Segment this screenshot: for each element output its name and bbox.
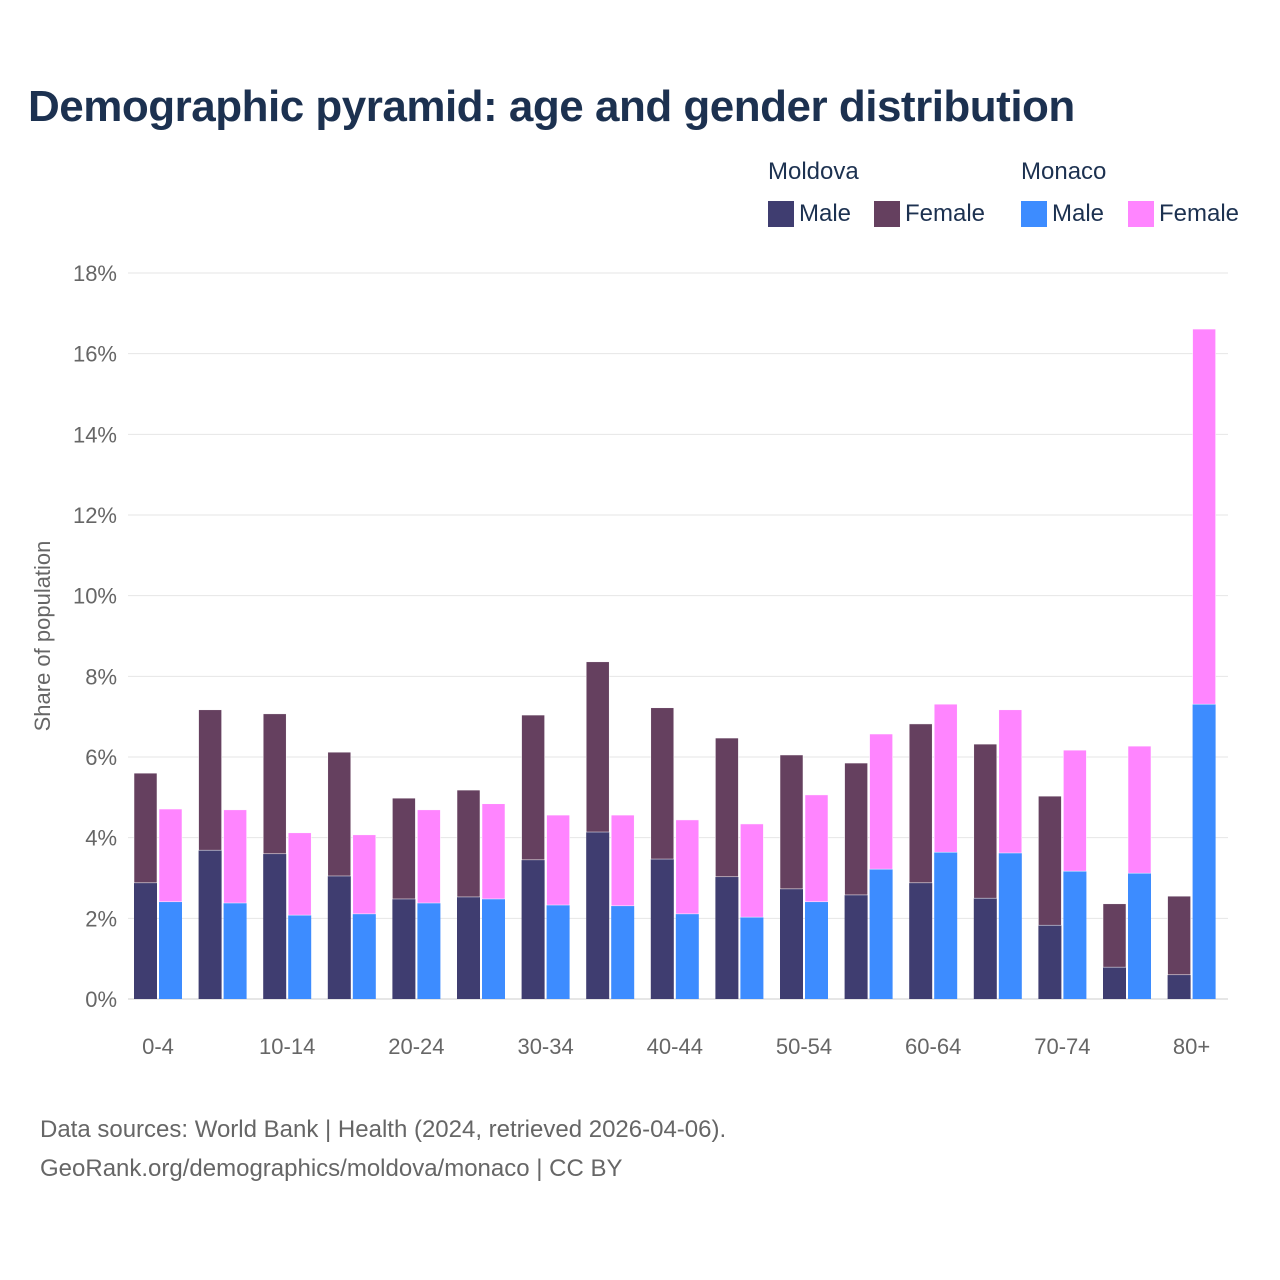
y-tick-label: 2%: [85, 906, 117, 931]
x-tick-label: 80+: [1173, 1034, 1210, 1059]
source-line-1: Data sources: World Bank | Health (2024,…: [40, 1116, 727, 1143]
y-tick-label: 8%: [85, 664, 117, 689]
bar-monaco-male: [675, 913, 699, 999]
y-axis-label: Share of population: [30, 541, 55, 732]
bar-monaco-female: [546, 814, 570, 906]
x-tick-label: 60-64: [905, 1034, 961, 1059]
y-tick-label: 10%: [73, 584, 117, 609]
bar-moldova-male: [327, 875, 351, 999]
bar-moldova-male: [1103, 967, 1126, 999]
bar-moldova-male: [973, 898, 997, 999]
bar-moldova-male: [780, 888, 803, 999]
y-tick-label: 6%: [85, 745, 117, 770]
bar-moldova-female: [521, 714, 545, 861]
bar-monaco-female: [417, 809, 441, 904]
bar-monaco-female: [998, 709, 1023, 854]
bar-monaco-female: [1127, 745, 1152, 874]
bar-moldova-female: [1167, 895, 1191, 976]
legend-moldova-label: Moldova: [768, 158, 859, 185]
bar-monaco-male: [805, 901, 828, 999]
bar-moldova-female: [1102, 903, 1127, 968]
bar-moldova-female: [585, 661, 610, 833]
bar-moldova-female: [456, 789, 481, 898]
source-line-2: GeoRank.org/demographics/moldova/monaco …: [40, 1155, 623, 1182]
x-tick-label: 70-74: [1034, 1034, 1090, 1059]
x-tick-label: 10-14: [259, 1034, 315, 1059]
bar-monaco-female: [610, 814, 635, 907]
bar-monaco-male: [288, 915, 312, 999]
x-tick-label: 40-44: [647, 1034, 703, 1059]
bar-monaco-male: [611, 905, 635, 999]
bar-moldova-female: [973, 743, 998, 899]
bar-moldova-male: [134, 882, 157, 999]
bar-moldova-female: [198, 709, 222, 851]
x-tick-label: 30-34: [517, 1034, 573, 1059]
bar-moldova-male: [1167, 974, 1191, 999]
bar-moldova-male: [650, 859, 674, 999]
bar-moldova-female: [650, 707, 675, 860]
bar-monaco-male: [998, 852, 1022, 999]
bar-moldova-female: [392, 797, 416, 900]
bar-moldova-male: [844, 894, 868, 999]
bar-monaco-male: [1192, 704, 1216, 999]
x-tick-label: 0-4: [142, 1034, 174, 1059]
bar-moldova-female: [715, 737, 739, 878]
y-tick-label: 16%: [73, 342, 117, 367]
bar-moldova-female: [779, 754, 804, 890]
bar-moldova-male: [909, 882, 933, 999]
bar-moldova-male: [457, 896, 480, 999]
y-tick-label: 0%: [85, 987, 117, 1012]
y-tick-label: 14%: [73, 422, 117, 447]
bar-moldova-male: [392, 898, 416, 999]
bar-monaco-female: [352, 834, 377, 915]
bar-monaco-male: [223, 903, 247, 999]
legend-monaco-male: Male: [1021, 200, 1104, 228]
x-tick-label: 50-54: [776, 1034, 832, 1059]
bar-monaco-female: [740, 823, 764, 918]
bar-monaco-female: [481, 803, 506, 900]
bar-moldova-female: [327, 751, 352, 877]
bar-monaco-female: [933, 703, 958, 853]
bar-moldova-male: [198, 850, 222, 999]
legend-moldova-male: Male: [768, 200, 851, 228]
bar-moldova-female: [133, 772, 158, 884]
bar-monaco-male: [1063, 871, 1087, 999]
bar-monaco-female: [223, 809, 247, 904]
y-tick-label: 12%: [73, 503, 117, 528]
bar-monaco-male: [740, 917, 764, 999]
bar-monaco-female: [158, 808, 183, 903]
bar-monaco-female: [804, 794, 829, 903]
bar-moldova-male: [586, 832, 610, 999]
bar-moldova-male: [521, 859, 545, 999]
bar-monaco-female: [1063, 749, 1087, 872]
bar-moldova-male: [1038, 925, 1062, 999]
bar-moldova-female: [1038, 795, 1062, 926]
bar-moldova-female: [844, 762, 868, 896]
bar-monaco-male: [482, 898, 505, 999]
bar-monaco-male: [934, 852, 958, 999]
bar-moldova-female: [908, 723, 933, 884]
bar-monaco-female: [675, 819, 700, 915]
bar-moldova-female: [262, 713, 287, 855]
bar-monaco-male: [546, 905, 570, 999]
bar-moldova-male: [263, 853, 287, 999]
legend-monaco-label: Monaco: [1021, 158, 1107, 185]
y-tick-label: 18%: [73, 261, 117, 286]
bar-moldova-male: [715, 876, 739, 999]
bar-monaco-female: [287, 832, 312, 916]
bar-monaco-male: [1128, 873, 1151, 999]
bar-monaco-female: [869, 733, 893, 870]
legend-monaco-female: Female: [1128, 200, 1239, 228]
y-tick-label: 4%: [85, 826, 117, 851]
bar-monaco-male: [159, 901, 182, 999]
legend-moldova-female: Female: [874, 200, 985, 228]
bar-monaco-male: [417, 903, 441, 999]
chart-title: Demographic pyramid: age and gender dist…: [28, 82, 1075, 131]
bar-monaco-female: [1192, 328, 1216, 705]
bar-monaco-male: [352, 913, 376, 999]
bar-monaco-male: [869, 869, 893, 999]
x-tick-label: 20-24: [388, 1034, 444, 1059]
